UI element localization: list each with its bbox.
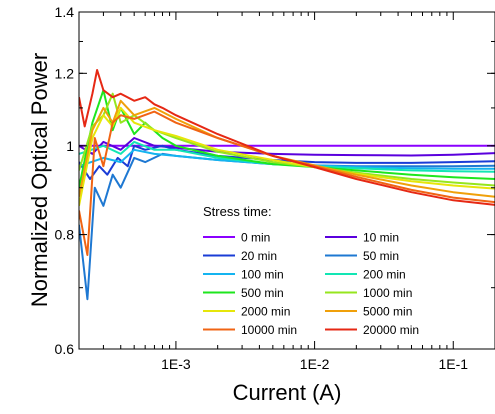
- series-line-9: [79, 99, 495, 198]
- x-axis-label: Current (A): [233, 380, 342, 405]
- legend-label: 0 min: [241, 231, 270, 245]
- y-axis-label: Normalized Optical Power: [27, 53, 52, 307]
- y-tick-label: 0.6: [55, 341, 75, 357]
- ticks-layer: 1E-3 1E-2 1E-1 0.6 0.8 1 1.2 1.4: [55, 4, 495, 372]
- legend-label: 10 min: [363, 231, 399, 245]
- series-line-6: [79, 89, 495, 188]
- legend-label: 10000 min: [241, 323, 297, 337]
- series-line-11: [79, 69, 495, 206]
- y-tick-label: 0.8: [55, 227, 75, 243]
- legend: Stress time: 0 min 10 min 20 min 50 min 100 …: [203, 204, 419, 337]
- legend-label: 500 min: [241, 286, 284, 300]
- legend-label: 20000 min: [363, 323, 419, 337]
- legend-label: 50 min: [363, 249, 399, 263]
- legend-label: 5000 min: [363, 305, 412, 319]
- series-line-5: [79, 140, 495, 173]
- series-line-1: [79, 137, 495, 157]
- legend-label: 2000 min: [241, 305, 290, 319]
- x-tick-label: 1E-2: [300, 356, 330, 372]
- y-tick-label: 1.2: [55, 65, 75, 81]
- series-line-4: [79, 148, 495, 170]
- plot-frame: [78, 11, 495, 350]
- series-line-10: [79, 110, 495, 256]
- series-line-7: [79, 92, 495, 187]
- legend-label: 200 min: [363, 268, 406, 282]
- x-tick-label: 1E-3: [161, 356, 191, 372]
- y-tick-label: 1: [66, 138, 74, 154]
- legend-label: 20 min: [241, 249, 277, 263]
- x-tick-label: 1E-1: [438, 356, 468, 372]
- series-line-2: [79, 144, 495, 180]
- y-tick-label: 1.4: [55, 4, 75, 20]
- series-layer: [79, 69, 495, 301]
- legend-label: 1000 min: [363, 286, 412, 300]
- legend-label: 100 min: [241, 268, 284, 282]
- legend-title: Stress time:: [203, 204, 272, 219]
- series-line-8: [79, 106, 495, 206]
